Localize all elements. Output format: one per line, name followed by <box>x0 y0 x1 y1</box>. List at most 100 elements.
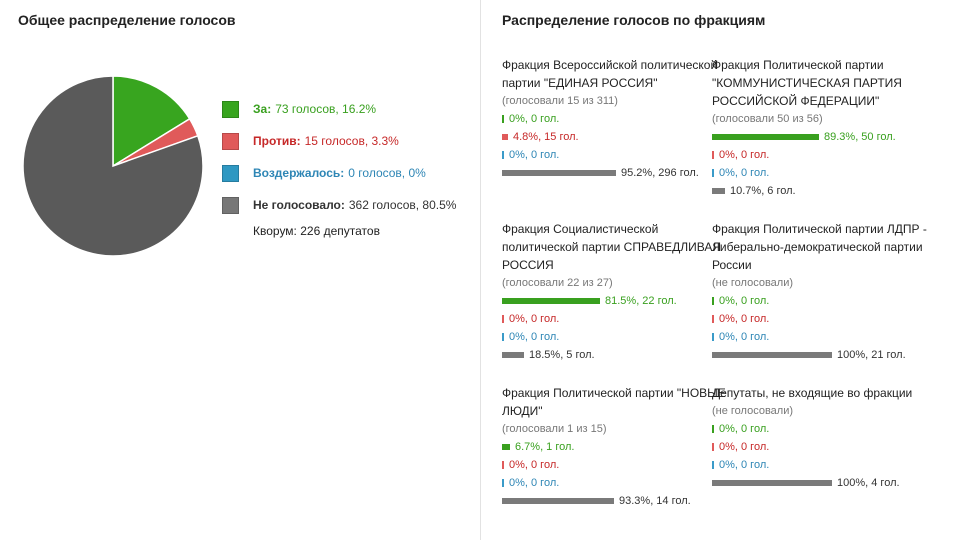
vote-row-for: 81.5%, 22 гол. <box>502 292 732 310</box>
vote-bar-not-voted <box>712 480 832 486</box>
vote-value-for: 0%, 0 гол. <box>719 423 770 435</box>
vote-bar-for <box>712 134 819 140</box>
vote-value-against: 0%, 0 гол. <box>719 441 770 453</box>
vote-bar-not-voted <box>502 352 524 358</box>
vote-value-against: 0%, 0 гол. <box>509 313 560 325</box>
vote-row-against: 0%, 0 гол. <box>712 438 942 456</box>
faction-card: Фракция Политической партии ЛДПР - Либер… <box>712 220 942 364</box>
vote-value-not-voted: 10.7%, 6 гол. <box>730 185 796 197</box>
faction-voted-count: (голосовали 1 из 15) <box>502 423 607 435</box>
legend-value-abstained: 0 голосов, 0% <box>348 166 426 180</box>
vote-row-abstained: 0%, 0 гол. <box>502 146 732 164</box>
vote-row-abstained: 0%, 0 гол. <box>502 474 732 492</box>
vote-row-against: 0%, 0 гол. <box>712 310 942 328</box>
vote-row-not-voted: 100%, 21 гол. <box>712 346 942 364</box>
legend-item-against: Против: 15 голосов, 3.3% <box>222 125 456 157</box>
vote-bar-abstained <box>712 169 714 177</box>
vote-bar-abstained <box>712 333 714 341</box>
faction-card: Депутаты, не входящие во фракции (не голо… <box>712 384 942 492</box>
faction-name: Фракция Политической партии "НОВЫЕ ЛЮДИ" <box>502 386 726 418</box>
vote-bar-abstained <box>502 479 504 487</box>
vote-bar-abstained <box>502 151 504 159</box>
vote-bar-not-voted <box>712 188 725 194</box>
faction-card: Фракция Всероссийской политической парти… <box>502 56 732 182</box>
vote-value-not-voted: 18.5%, 5 гол. <box>529 349 595 361</box>
vote-row-abstained: 0%, 0 гол. <box>502 328 732 346</box>
vote-value-against: 0%, 0 гол. <box>719 149 770 161</box>
vote-bar-for <box>712 425 714 433</box>
vote-value-abstained: 0%, 0 гол. <box>509 149 560 161</box>
vote-value-against: 4.8%, 15 гол. <box>513 131 579 143</box>
quorum-text: Кворум: 226 депутатов <box>253 224 380 238</box>
legend-label-for: За: <box>253 102 272 116</box>
vote-value-abstained: 0%, 0 гол. <box>719 459 770 471</box>
vote-value-for: 6.7%, 1 гол. <box>515 441 575 453</box>
vote-bar-not-voted <box>502 170 616 176</box>
vote-row-for: 89.3%, 50 гол. <box>712 128 942 146</box>
vote-bar-against <box>712 315 714 323</box>
vote-row-not-voted: 10.7%, 6 гол. <box>712 182 942 200</box>
faction-name: Фракция Политической партии ЛДПР - Либер… <box>712 222 927 272</box>
faction-card: Фракция Политической партии "НОВЫЕ ЛЮДИ"… <box>502 384 732 510</box>
faction-voted-count: (голосовали 15 из 311) <box>502 95 618 107</box>
vote-row-against: 0%, 0 гол. <box>712 146 942 164</box>
vote-bar-not-voted <box>712 352 832 358</box>
legend-item-abstained: Воздержалось: 0 голосов, 0% <box>222 157 456 189</box>
vote-bar-against <box>502 461 504 469</box>
vote-value-not-voted: 93.3%, 14 гол. <box>619 495 691 507</box>
legend-value-not-voted: 362 голосов, 80.5% <box>348 198 457 212</box>
legend-value-against: 15 голосов, 3.3% <box>304 134 399 148</box>
overall-title: Общее распределение голосов <box>18 12 236 28</box>
vote-value-abstained: 0%, 0 гол. <box>509 477 560 489</box>
vote-bar-abstained <box>712 461 714 469</box>
panel-divider <box>480 0 481 540</box>
legend-item-for: За: 73 голосов, 16.2% <box>222 93 456 125</box>
legend-swatch-for <box>222 100 239 118</box>
faction-voted-count: (не голосовали) <box>712 277 794 289</box>
faction-voted-count: (не голосовали) <box>712 405 794 417</box>
vote-row-for: 0%, 0 гол. <box>712 420 942 438</box>
vote-value-abstained: 0%, 0 гол. <box>719 331 770 343</box>
vote-row-against: 0%, 0 гол. <box>502 456 732 474</box>
legend-swatch-not-voted <box>222 196 239 214</box>
vote-row-not-voted: 93.3%, 14 гол. <box>502 492 732 510</box>
legend-swatch-against <box>222 132 239 150</box>
faction-card: Фракция Социалистической политической па… <box>502 220 732 364</box>
vote-row-not-voted: 100%, 4 гол. <box>712 474 942 492</box>
vote-bar-against <box>502 315 504 323</box>
vote-row-for: 6.7%, 1 гол. <box>502 438 732 456</box>
faction-voted-count: (голосовали 22 из 27) <box>502 277 613 289</box>
vote-row-not-voted: 95.2%, 296 гол. <box>502 164 732 182</box>
faction-card: Фракция Политической партии "КОММУНИСТИЧ… <box>712 56 942 200</box>
vote-bar-abstained <box>502 333 504 341</box>
vote-bar-for <box>502 298 600 304</box>
faction-voted-count: (голосовали 50 из 56) <box>712 113 823 125</box>
pie-legend: За: 73 голосов, 16.2% Против: 15 голосов… <box>222 93 456 221</box>
vote-value-for: 89.3%, 50 гол. <box>824 131 896 143</box>
vote-row-not-voted: 18.5%, 5 гол. <box>502 346 732 364</box>
vote-row-for: 0%, 0 гол. <box>502 110 732 128</box>
vote-row-abstained: 0%, 0 гол. <box>712 164 942 182</box>
faction-name: Фракция Политической партии "КОММУНИСТИЧ… <box>712 58 902 108</box>
legend-item-not-voted: Не голосовало: 362 голосов, 80.5% <box>222 189 456 221</box>
legend-label-abstained: Воздержалось: <box>253 166 345 180</box>
overall-panel: Общее распределение голосов За: 73 голос… <box>0 0 480 540</box>
vote-value-not-voted: 95.2%, 296 гол. <box>621 167 699 179</box>
vote-row-for: 0%, 0 гол. <box>712 292 942 310</box>
pie-slice-not-voted <box>22 75 204 257</box>
vote-value-not-voted: 100%, 21 гол. <box>837 349 906 361</box>
legend-label-against: Против: <box>253 134 301 148</box>
legend-value-for: 73 голосов, 16.2% <box>275 102 377 116</box>
vote-value-abstained: 0%, 0 гол. <box>719 167 770 179</box>
vote-pie-chart <box>22 75 204 257</box>
vote-value-abstained: 0%, 0 гол. <box>509 331 560 343</box>
vote-bar-for <box>502 444 510 450</box>
faction-name: Фракция Всероссийской политической парти… <box>502 58 718 90</box>
vote-row-abstained: 0%, 0 гол. <box>712 456 942 474</box>
vote-bar-against <box>712 443 714 451</box>
vote-value-not-voted: 100%, 4 гол. <box>837 477 900 489</box>
faction-name: Фракция Социалистической политической па… <box>502 222 722 272</box>
legend-swatch-abstained <box>222 164 239 182</box>
vote-value-against: 0%, 0 гол. <box>719 313 770 325</box>
pie-slice-for <box>112 75 191 168</box>
